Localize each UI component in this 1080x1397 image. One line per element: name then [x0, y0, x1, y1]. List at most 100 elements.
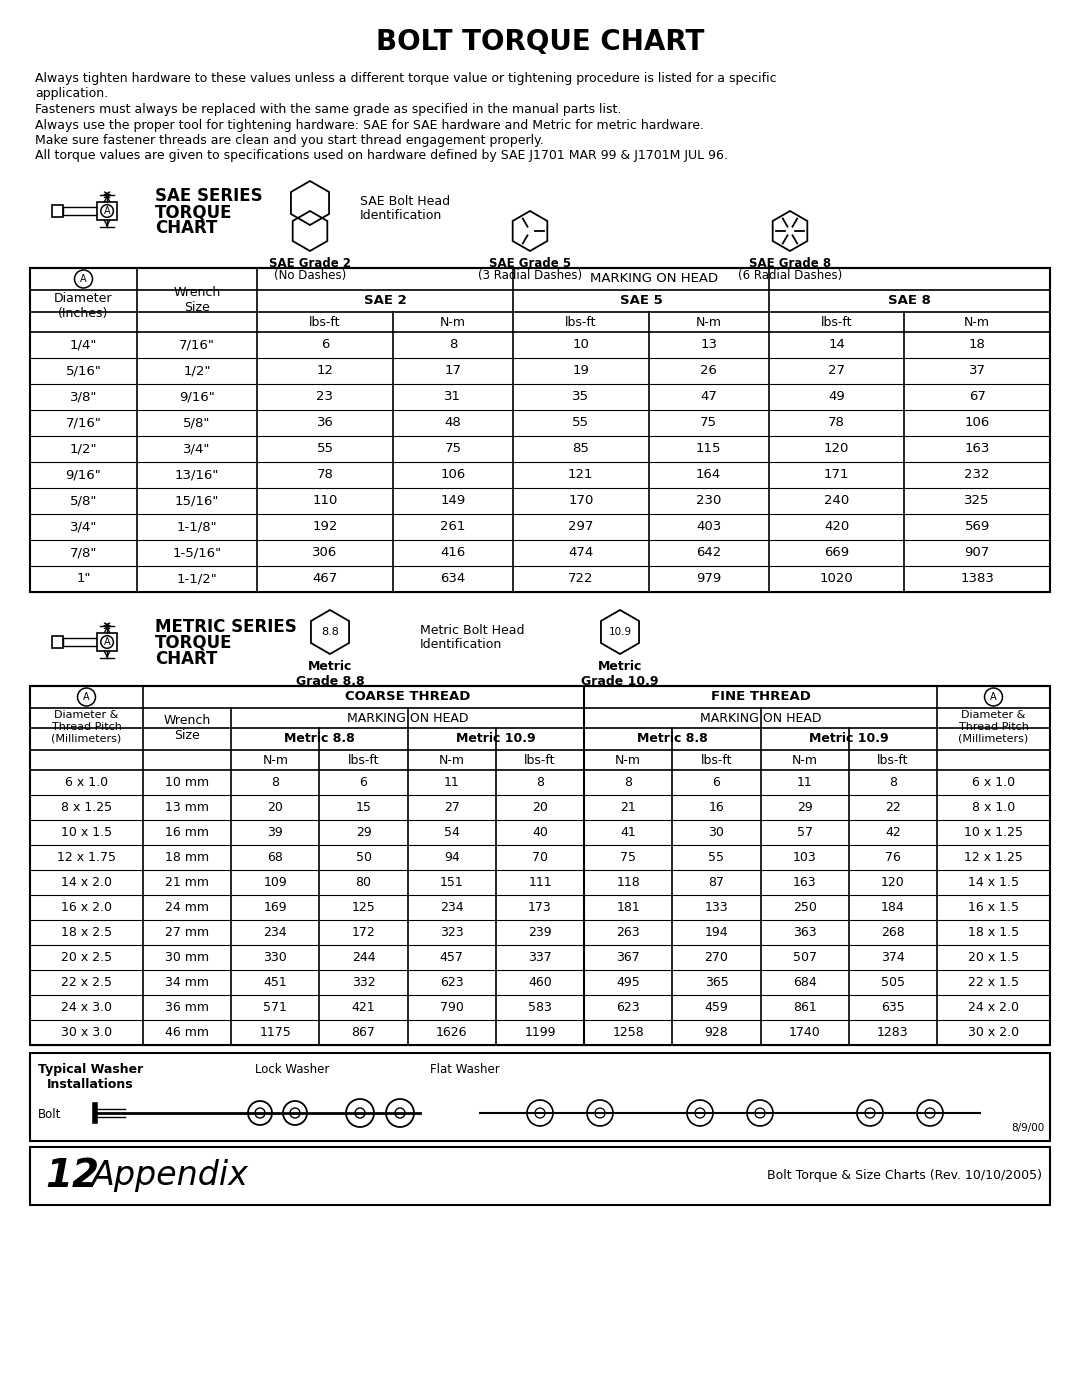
Text: 120: 120 [824, 443, 849, 455]
Text: A: A [80, 274, 86, 284]
Text: 790: 790 [440, 1002, 463, 1014]
Text: 14 x 2.0: 14 x 2.0 [60, 876, 112, 888]
Text: 34 mm: 34 mm [165, 977, 210, 989]
Text: 13 mm: 13 mm [165, 800, 210, 814]
Text: 163: 163 [793, 876, 816, 888]
Text: 416: 416 [441, 546, 465, 560]
Bar [52, 205, 63, 218]
Text: 8: 8 [889, 775, 896, 789]
Text: Bolt Torque & Size Charts (Rev. 10/10/2005): Bolt Torque & Size Charts (Rev. 10/10/20… [767, 1169, 1042, 1182]
Text: 1/4": 1/4" [70, 338, 97, 352]
Text: lbs-ft: lbs-ft [821, 316, 852, 328]
Text: Lock Washer: Lock Washer [255, 1063, 329, 1076]
Text: 22 x 2.5: 22 x 2.5 [60, 977, 112, 989]
Text: Metric 10.9: Metric 10.9 [456, 732, 536, 746]
Text: 30 x 3.0: 30 x 3.0 [60, 1025, 112, 1039]
Text: 192: 192 [312, 521, 338, 534]
Text: SAE SERIES: SAE SERIES [156, 187, 262, 205]
Text: 36: 36 [316, 416, 334, 429]
Text: 460: 460 [528, 977, 552, 989]
Text: 115: 115 [696, 443, 721, 455]
Text: 20: 20 [268, 800, 283, 814]
Text: 54: 54 [444, 826, 460, 840]
Text: 169: 169 [264, 901, 287, 914]
Text: 6: 6 [713, 775, 720, 789]
Text: lbs-ft: lbs-ft [348, 753, 379, 767]
Bar [97, 203, 117, 219]
Bar [97, 633, 117, 651]
Text: 623: 623 [440, 977, 463, 989]
Text: 94: 94 [444, 851, 460, 863]
Text: 7/8": 7/8" [70, 546, 97, 560]
Text: FINE THREAD: FINE THREAD [711, 690, 810, 704]
Text: Diameter &
Thread Pitch
(Millimeters): Diameter & Thread Pitch (Millimeters) [958, 710, 1028, 743]
Text: 70: 70 [532, 851, 548, 863]
Text: 27: 27 [444, 800, 460, 814]
Text: 12 x 1.25: 12 x 1.25 [964, 851, 1023, 863]
Text: 22 x 1.5: 22 x 1.5 [968, 977, 1020, 989]
Text: 47: 47 [700, 391, 717, 404]
Text: 10 mm: 10 mm [165, 775, 210, 789]
Text: 684: 684 [793, 977, 816, 989]
Bar [30, 1147, 1050, 1206]
Text: (No Dashes): (No Dashes) [274, 270, 346, 282]
Text: 41: 41 [620, 826, 636, 840]
Text: 14: 14 [828, 338, 845, 352]
Text: 459: 459 [704, 1002, 728, 1014]
Text: N-m: N-m [792, 753, 818, 767]
Text: 26: 26 [700, 365, 717, 377]
Text: 263: 263 [617, 926, 640, 939]
Text: 1283: 1283 [877, 1025, 908, 1039]
Text: 1020: 1020 [820, 573, 853, 585]
Text: 11: 11 [444, 775, 460, 789]
Text: 76: 76 [885, 851, 901, 863]
Text: N-m: N-m [440, 316, 465, 328]
Text: 5/16": 5/16" [66, 365, 102, 377]
Text: 5/8": 5/8" [184, 416, 211, 429]
Text: Metric Bolt Head: Metric Bolt Head [420, 624, 525, 637]
Bar [30, 686, 1050, 1045]
Bar [63, 207, 97, 215]
Text: 571: 571 [264, 1002, 287, 1014]
Text: 170: 170 [568, 495, 593, 507]
Text: 1": 1" [77, 573, 91, 585]
Text: METRIC SERIES: METRIC SERIES [156, 617, 297, 636]
Text: 40: 40 [532, 826, 548, 840]
Text: 928: 928 [704, 1025, 728, 1039]
Bar [30, 268, 1050, 592]
Text: 234: 234 [264, 926, 287, 939]
Text: 149: 149 [441, 495, 465, 507]
Text: 12 x 1.75: 12 x 1.75 [57, 851, 116, 863]
Text: 8/9/00: 8/9/00 [1012, 1123, 1045, 1133]
Text: 19: 19 [572, 365, 590, 377]
Text: A: A [104, 205, 110, 217]
Text: 367: 367 [617, 951, 640, 964]
Text: 1/2": 1/2" [70, 443, 97, 455]
Text: 31: 31 [444, 391, 461, 404]
Text: Metric 8.8: Metric 8.8 [284, 732, 355, 746]
Text: 16 x 2.0: 16 x 2.0 [60, 901, 112, 914]
Text: lbs-ft: lbs-ft [309, 316, 341, 328]
Text: 17: 17 [444, 365, 461, 377]
Text: 37: 37 [969, 365, 986, 377]
Text: 268: 268 [881, 926, 905, 939]
Text: N-m: N-m [616, 753, 642, 767]
Text: 164: 164 [696, 468, 721, 482]
Text: SAE Bolt Head: SAE Bolt Head [360, 196, 450, 208]
Text: 24 x 3.0: 24 x 3.0 [60, 1002, 112, 1014]
Text: 15: 15 [355, 800, 372, 814]
Text: 46 mm: 46 mm [165, 1025, 210, 1039]
Text: 50: 50 [355, 851, 372, 863]
Text: Diameter &
Thread Pitch
(Millimeters): Diameter & Thread Pitch (Millimeters) [52, 710, 122, 743]
Text: Bolt: Bolt [38, 1108, 62, 1120]
Text: 16: 16 [708, 800, 725, 814]
Text: 240: 240 [824, 495, 849, 507]
Text: SAE 5: SAE 5 [620, 295, 662, 307]
Text: 332: 332 [352, 977, 376, 989]
Text: 1-1/8": 1-1/8" [177, 521, 217, 534]
Text: 8 x 1.25: 8 x 1.25 [60, 800, 112, 814]
Text: 20: 20 [532, 800, 548, 814]
Text: CHART: CHART [156, 650, 217, 668]
Text: 55: 55 [316, 443, 334, 455]
Text: Make sure fastener threads are clean and you start thread engagement properly.: Make sure fastener threads are clean and… [35, 134, 543, 147]
